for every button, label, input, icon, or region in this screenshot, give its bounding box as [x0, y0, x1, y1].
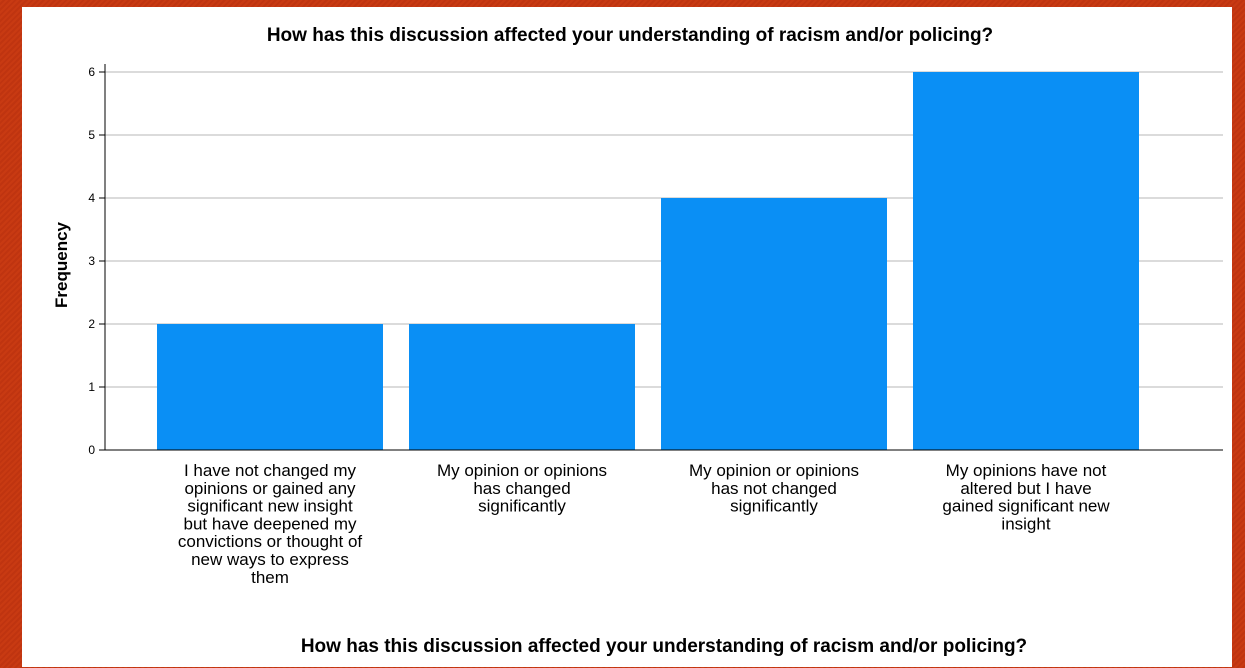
axes: [99, 64, 1223, 451]
x-category-labels: I have not changed my opinions or gained …: [178, 461, 1111, 587]
x-axis-label: How has this discussion affected your un…: [301, 636, 1027, 657]
bar: [913, 72, 1139, 450]
y-tick-label: 5: [88, 128, 95, 142]
y-tick-label: 2: [88, 317, 95, 331]
y-tick-label: 6: [88, 65, 95, 79]
y-tick-labels: 0 1 2 3 4 5 6: [88, 65, 95, 457]
chart-panel: How has this discussion affected your un…: [22, 7, 1232, 667]
y-tick-label: 0: [88, 443, 95, 457]
x-category-label: My opinion or opinions has changed signifi…: [437, 461, 607, 516]
y-tick-label: 1: [88, 380, 95, 394]
y-tick-label: 4: [88, 191, 95, 205]
y-tick-label: 3: [88, 254, 95, 268]
chart-title: How has this discussion affected your un…: [267, 25, 993, 46]
x-category-label: I have not changed my opinions or gained …: [178, 461, 363, 587]
bars: [157, 72, 1139, 450]
bar: [409, 324, 635, 450]
y-axis-label: Frequency: [52, 221, 71, 308]
x-category-label: My opinion or opinions has not changed sig…: [689, 461, 859, 516]
bar-chart: How has this discussion affected your un…: [52, 25, 1223, 657]
bar: [157, 324, 383, 450]
bar: [661, 198, 887, 450]
x-category-label: My opinions have not altered but I have ga…: [942, 461, 1110, 533]
